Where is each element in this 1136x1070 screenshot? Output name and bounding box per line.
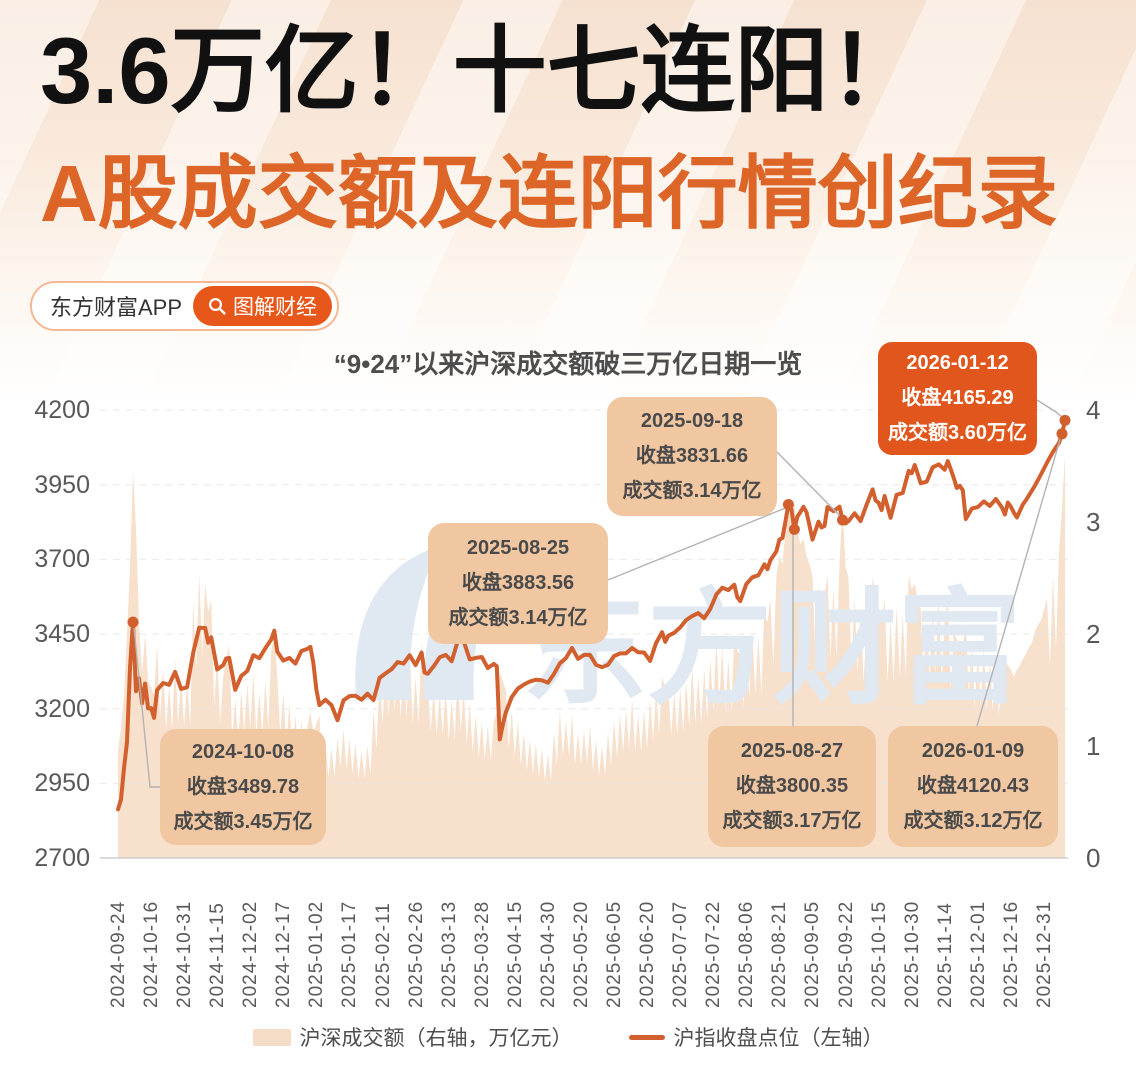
callout-2025-08-25: 2025-08-25 收盘3883.56 成交额3.14万亿	[428, 523, 608, 644]
callout-volume: 成交额3.14万亿	[448, 607, 588, 629]
left-axis-tick: 3200	[34, 694, 90, 723]
x-axis-tick: 2025-09-05	[802, 900, 824, 1008]
x-axis-tick: 2025-02-11	[372, 902, 394, 1008]
left-axis-tick: 2700	[34, 844, 90, 872]
x-axis-tick: 2025-08-21	[769, 900, 791, 1008]
x-axis-tick: 2025-07-22	[703, 900, 725, 1008]
callout-volume: 成交额3.60万亿	[888, 422, 1027, 444]
x-axis-tick: 2025-04-30	[537, 900, 559, 1008]
search-icon	[208, 297, 227, 316]
right-axis-tick: 4	[1086, 395, 1101, 425]
callout-2024-10-08: 2024-10-08 收盘3489.78 成交额3.45万亿	[160, 729, 326, 845]
app-badge: 东方财富APP 图解财经	[30, 281, 340, 331]
x-axis-tick: 2025-10-15	[868, 900, 890, 1008]
callout-date: 2026-01-09	[921, 740, 1025, 762]
x-axis-tick: 2025-09-22	[835, 900, 857, 1008]
left-axis-tick: 3450	[34, 620, 90, 648]
callout-close: 收盘3800.35	[735, 775, 849, 797]
legend: 沪深成交额（右轴，万亿元） 沪指收盘点位（左轴）	[0, 1022, 1136, 1052]
x-axis-tick: 2024-09-24	[108, 900, 129, 1008]
annotation-connectors	[133, 399, 1065, 788]
callout-date: 2024-10-08	[191, 740, 295, 763]
left-axis-tick: 3700	[34, 545, 90, 574]
line-swatch	[628, 1034, 665, 1040]
callout-close: 收盘4165.29	[901, 387, 1014, 409]
left-axis-tick: 3950	[34, 470, 90, 499]
callout-date: 2026-01-12	[906, 352, 1009, 374]
x-axis-tick: 2025-06-20	[637, 900, 659, 1008]
x-axis-tick: 2025-08-06	[736, 900, 758, 1008]
right-axis-tick: 3	[1086, 507, 1101, 537]
legend-volume-label: 沪深成交额（右轴，万亿元）	[299, 1027, 573, 1050]
callout-date: 2025-09-18	[640, 410, 744, 432]
area-swatch	[252, 1028, 291, 1046]
callout-2025-09-18: 2025-09-18 收盘3831.66 成交额3.14万亿	[607, 397, 777, 516]
x-axis-tick: 2025-12-16	[1000, 900, 1022, 1008]
left-axis-tick: 4200	[34, 396, 90, 424]
right-axis-tick: 2	[1086, 619, 1101, 649]
x-axis-tick: 2025-06-05	[604, 900, 626, 1008]
callout-2026-01-09: 2026-01-09 收盘4120.43 成交额3.12万亿	[888, 726, 1058, 847]
x-axis-tick: 2025-03-28	[471, 900, 493, 1008]
callout-volume: 成交额3.12万亿	[903, 810, 1043, 832]
chart-title: “9•24”以来沪深成交额破三万亿日期一览	[333, 349, 803, 379]
graphic-finance-button[interactable]: 图解财经	[193, 286, 333, 326]
watermark: 东方财富	[355, 540, 1022, 719]
graphic-finance-label: 图解财经	[233, 296, 318, 319]
callout-close: 收盘3831.66	[635, 445, 749, 467]
close-line-series	[116, 418, 1067, 812]
main-title: 3.6万亿！十七连阳！	[40, 18, 923, 123]
callout-close: 收盘3489.78	[186, 775, 300, 798]
callout-volume: 成交额3.14万亿	[622, 480, 762, 502]
callout-2025-08-27: 2025-08-27 收盘3800.35 成交额3.17万亿	[708, 726, 876, 847]
legend-item-close: 沪指收盘点位（左轴）	[628, 1022, 884, 1052]
x-axis-tick: 2025-03-13	[438, 900, 460, 1008]
x-axis-tick: 2025-11-14	[934, 902, 956, 1008]
x-axis-tick: 2024-10-16	[141, 900, 163, 1008]
x-axis-tick: 2025-01-17	[339, 900, 361, 1008]
callout-date: 2025-08-27	[740, 740, 844, 762]
callout-volume: 成交额3.17万亿	[722, 810, 862, 832]
x-axis-tick: 2024-10-31	[174, 900, 196, 1008]
sub-title: A股成交额及连阳行情创纪录	[40, 149, 1058, 238]
x-axis-tick: 2025-12-31	[1033, 900, 1055, 1008]
right-axis-tick: 1	[1086, 731, 1101, 761]
x-axis-tick: 2024-12-02	[240, 900, 262, 1008]
right-axis-tick: 0	[1086, 843, 1101, 873]
callout-close: 收盘4120.43	[916, 775, 1030, 797]
app-name-label: 东方财富APP	[50, 295, 183, 320]
callout-date: 2025-08-25	[466, 537, 570, 559]
x-axis-tick: 2025-10-30	[901, 900, 923, 1008]
x-axis-tick: 2025-04-15	[504, 900, 526, 1008]
legend-close-label: 沪指收盘点位（左轴）	[673, 1027, 884, 1050]
x-axis-tick: 2025-05-20	[570, 900, 592, 1008]
x-axis-tick: 2025-12-01	[967, 900, 989, 1008]
legend-item-volume: 沪深成交额（右轴，万亿元）	[252, 1022, 573, 1052]
callout-close: 收盘3883.56	[461, 572, 575, 594]
x-axis-tick: 2024-12-17	[273, 900, 295, 1008]
x-axis-tick: 2024-11-15	[207, 902, 229, 1008]
callout-volume: 成交额3.45万亿	[173, 810, 313, 833]
x-axis-tick: 2025-07-07	[670, 900, 692, 1008]
left-axis-tick: 2950	[34, 769, 90, 798]
annotation-dots	[127, 414, 1071, 628]
callout-2026-01-12: 2026-01-12 收盘4165.29 成交额3.60万亿	[878, 342, 1037, 455]
x-axis-tick: 2025-01-02	[306, 900, 328, 1008]
x-axis-tick: 2025-02-26	[405, 900, 427, 1008]
